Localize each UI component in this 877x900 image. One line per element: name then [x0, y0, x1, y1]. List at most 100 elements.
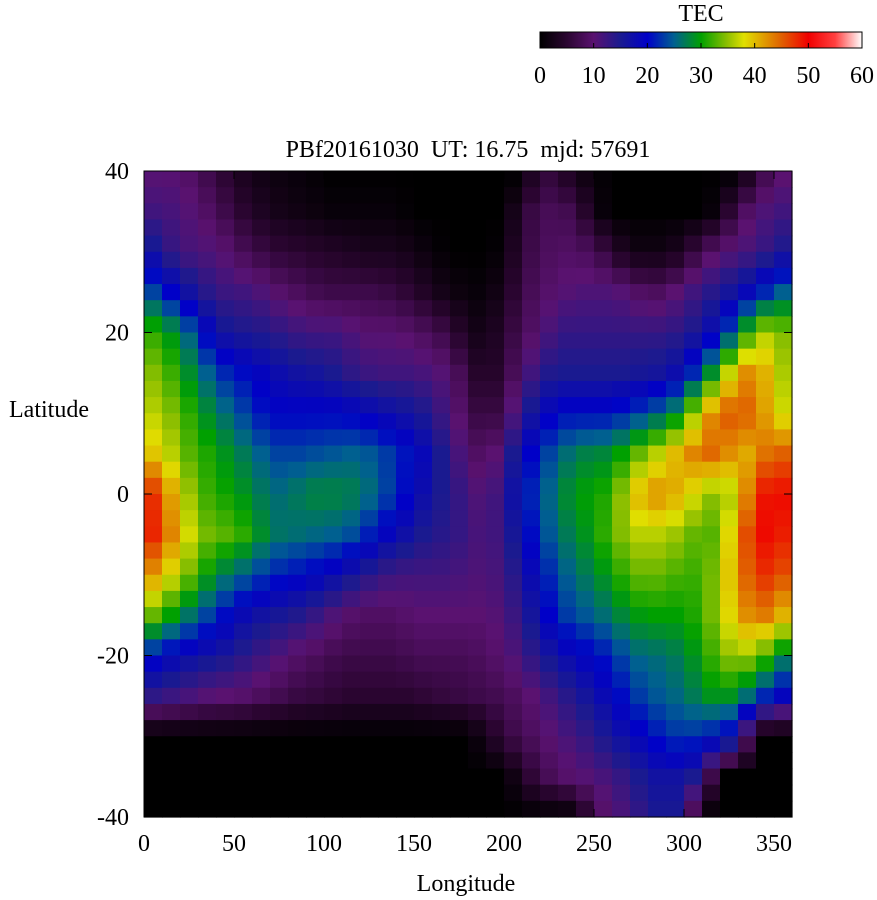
heatmap-cell: [450, 332, 469, 350]
heatmap-cell: [198, 187, 217, 204]
heatmap-cell: [774, 477, 793, 495]
heatmap-cell: [162, 461, 181, 479]
heatmap-cell: [288, 607, 307, 624]
heatmap-cell: [594, 219, 613, 237]
heatmap-cell: [594, 380, 613, 398]
heatmap-cell: [576, 219, 595, 237]
heatmap-cell: [288, 413, 307, 430]
heatmap-cell: [504, 703, 523, 721]
heatmap-cell: [594, 720, 613, 737]
heatmap-cell: [450, 542, 469, 560]
heatmap-cell: [378, 348, 397, 366]
heatmap-cell: [648, 445, 667, 463]
heatmap-cell: [522, 267, 541, 285]
heatmap-cell: [324, 494, 343, 511]
heatmap-cell: [432, 235, 451, 253]
heatmap-cell: [774, 171, 793, 188]
heatmap-cell: [486, 300, 505, 317]
heatmap-cell: [360, 316, 379, 334]
heatmap-cell: [774, 623, 793, 640]
heatmap-cell: [702, 413, 721, 430]
heatmap-cell: [288, 639, 307, 657]
heatmap-cell: [216, 639, 235, 657]
heatmap-cell: [612, 203, 631, 221]
heatmap-cell: [468, 687, 487, 705]
heatmap-cell: [144, 348, 163, 366]
heatmap-cell: [612, 171, 631, 188]
heatmap-cell: [756, 655, 775, 673]
heatmap-cell: [756, 348, 775, 366]
heatmap-cell: [252, 219, 271, 237]
heatmap-cell: [612, 413, 631, 430]
heatmap-cell: [360, 768, 379, 786]
heatmap-cell: [414, 494, 433, 511]
heatmap-cell: [612, 800, 631, 818]
heatmap-cell: [396, 300, 415, 317]
heatmap-cell: [684, 574, 703, 592]
heatmap-cell: [324, 203, 343, 221]
heatmap-cell: [468, 703, 487, 721]
heatmap-cell: [576, 720, 595, 737]
heatmap-cell: [288, 445, 307, 463]
heatmap-cell: [396, 703, 415, 721]
heatmap-cell: [288, 397, 307, 414]
heatmap-cell: [378, 687, 397, 705]
heatmap-cell: [720, 187, 739, 204]
heatmap-cell: [360, 429, 379, 447]
heatmap-cell: [252, 720, 271, 737]
heatmap-cell: [432, 574, 451, 592]
heatmap-cell: [720, 413, 739, 430]
heatmap-cell: [648, 639, 667, 657]
heatmap-cell: [576, 623, 595, 640]
heatmap-cell: [756, 784, 775, 802]
heatmap-cell: [234, 348, 253, 366]
heatmap-cell: [360, 219, 379, 237]
heatmap-cell: [144, 736, 163, 753]
heatmap-cell: [558, 542, 577, 560]
heatmap-cell: [450, 380, 469, 398]
heatmap-cell: [288, 219, 307, 237]
heatmap-cell: [630, 574, 649, 592]
heatmap-cell: [630, 720, 649, 737]
heatmap-cell: [756, 671, 775, 689]
heatmap-cell: [594, 494, 613, 511]
heatmap-cell: [360, 607, 379, 624]
heatmap-cell: [432, 768, 451, 786]
heatmap-cell: [252, 623, 271, 640]
heatmap-cell: [414, 800, 433, 818]
heatmap-cell: [738, 671, 757, 689]
heatmap-cell: [558, 461, 577, 479]
heatmap-cell: [666, 671, 685, 689]
heatmap-cell: [180, 477, 199, 495]
heatmap-cell: [450, 171, 469, 188]
heatmap-cell: [702, 623, 721, 640]
heatmap-cell: [756, 380, 775, 398]
heatmap-cell: [702, 364, 721, 382]
heatmap-cell: [774, 380, 793, 398]
heatmap-cell: [234, 316, 253, 334]
heatmap-cell: [414, 623, 433, 640]
heatmap-cell: [594, 397, 613, 414]
heatmap-cell: [162, 284, 181, 301]
heatmap-cell: [324, 768, 343, 786]
heatmap-cell: [432, 736, 451, 753]
heatmap-cell: [432, 251, 451, 269]
heatmap-cell: [234, 235, 253, 253]
heatmap-cell: [702, 736, 721, 753]
heatmap-cell: [324, 590, 343, 608]
heatmap-cell: [666, 316, 685, 334]
heatmap-cell: [684, 397, 703, 414]
heatmap-cell: [576, 380, 595, 398]
heatmap-cell: [414, 300, 433, 317]
heatmap-cell: [414, 445, 433, 463]
heatmap-cell: [342, 316, 361, 334]
heatmap-cell: [540, 494, 559, 511]
heatmap-cell: [270, 300, 289, 317]
heatmap-cell: [666, 477, 685, 495]
heatmap-cell: [360, 784, 379, 802]
heatmap-cell: [648, 800, 667, 818]
heatmap-cell: [360, 364, 379, 382]
heatmap-cell: [504, 413, 523, 430]
heatmap-cell: [270, 413, 289, 430]
heatmap-cell: [270, 526, 289, 544]
